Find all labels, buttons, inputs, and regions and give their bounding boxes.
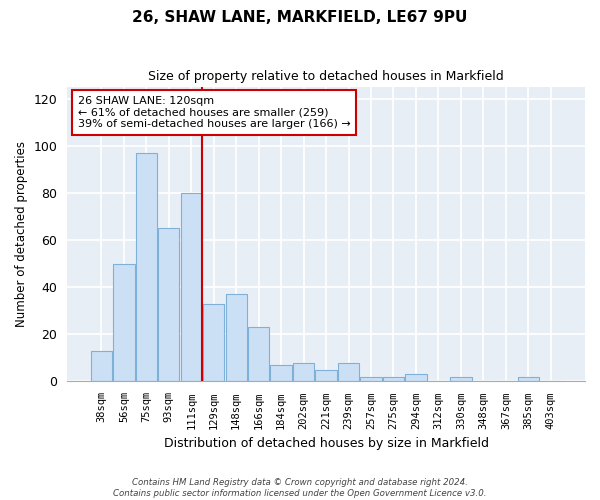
Text: 26, SHAW LANE, MARKFIELD, LE67 9PU: 26, SHAW LANE, MARKFIELD, LE67 9PU — [133, 10, 467, 25]
Bar — [383, 376, 404, 382]
Bar — [158, 228, 179, 382]
Bar — [293, 362, 314, 382]
Bar — [226, 294, 247, 382]
Bar — [248, 328, 269, 382]
Bar — [518, 376, 539, 382]
Text: 26 SHAW LANE: 120sqm
← 61% of detached houses are smaller (259)
39% of semi-deta: 26 SHAW LANE: 120sqm ← 61% of detached h… — [77, 96, 350, 129]
Bar — [113, 264, 134, 382]
X-axis label: Distribution of detached houses by size in Markfield: Distribution of detached houses by size … — [164, 437, 488, 450]
Bar — [338, 362, 359, 382]
Title: Size of property relative to detached houses in Markfield: Size of property relative to detached ho… — [148, 70, 504, 83]
Bar — [203, 304, 224, 382]
Text: Contains HM Land Registry data © Crown copyright and database right 2024.
Contai: Contains HM Land Registry data © Crown c… — [113, 478, 487, 498]
Y-axis label: Number of detached properties: Number of detached properties — [15, 141, 28, 327]
Bar — [181, 193, 202, 382]
Bar — [450, 376, 472, 382]
Bar — [316, 370, 337, 382]
Bar — [271, 365, 292, 382]
Bar — [91, 351, 112, 382]
Bar — [361, 376, 382, 382]
Bar — [136, 153, 157, 382]
Bar — [405, 374, 427, 382]
